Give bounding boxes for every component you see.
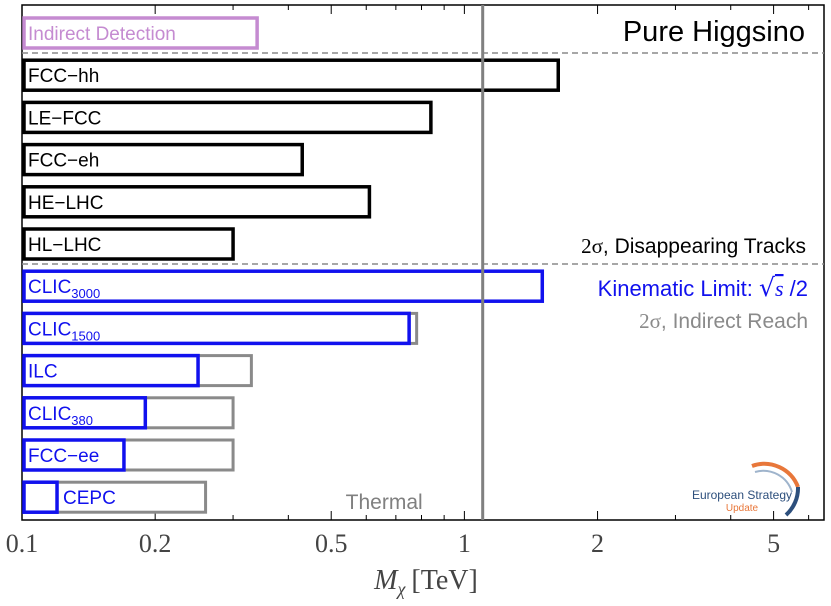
bar-label-main: CEPC [63, 488, 116, 509]
bar-label-main: CLIC [28, 404, 71, 425]
legend-indirect-sigma: 2σ [639, 309, 661, 333]
bar-label: LE−FCC [28, 108, 101, 129]
legend-indirect-reach: 2σ, Indirect Reach [639, 309, 808, 333]
bar-label: CEPC [63, 488, 116, 509]
legend-kinematic-tail: /2 [784, 276, 808, 301]
bar-label: CLIC3000 [28, 277, 100, 301]
bar-reach [22, 58, 560, 92]
x-axis-symbol: M [373, 565, 399, 596]
plot-frame [21, 4, 825, 521]
bar-label: HL−LHC [28, 235, 101, 256]
bar-label: FCC−eh [28, 151, 99, 172]
bar-label: Indirect Detection [28, 24, 176, 45]
x-tick-label: 5 [767, 529, 780, 558]
logo-arc-light [754, 469, 793, 493]
x-axis-subscript: χ [395, 579, 406, 599]
axis-ticks: 0.1 0.2 0.5 1 2 5 [6, 5, 810, 558]
bar-kinematic [22, 480, 59, 514]
bar-indirect-reach [22, 354, 253, 388]
bar-labels: Indirect Detection FCC−hh LE−FCC FCC−eh HE−L… [28, 24, 176, 509]
european-strategy-logo: European Strategy Update [692, 461, 801, 517]
thermal-label: Thermal [346, 491, 423, 514]
bar-label: FCC−hh [28, 66, 99, 87]
bar-label-main: ILC [28, 362, 58, 383]
x-tick-label: 0.1 [6, 529, 39, 558]
bars [22, 16, 560, 514]
logo-line1: European Strategy [692, 488, 792, 502]
bar-reach [22, 142, 304, 177]
legend-disappearing-tracks: 2σ, Disappearing Tracks [581, 234, 806, 258]
bar-label-subscript: 3000 [71, 286, 100, 301]
bar-kinematic [22, 269, 545, 303]
bar-reach [22, 227, 235, 261]
bar-label: CLIC380 [28, 404, 93, 428]
legend-kinematic-s: s [775, 276, 784, 301]
bar-label: CLIC1500 [28, 319, 100, 343]
chart-title: Pure Higgsino [623, 16, 805, 48]
bar-label-main: CLIC [28, 277, 71, 298]
bar-label-subscript: 380 [71, 413, 93, 428]
legend-kinematic-text: Kinematic Limit: [598, 276, 759, 301]
logo-arc-blue [784, 486, 801, 517]
legend-kinematic-root: √ [759, 273, 775, 302]
bar-reach [22, 185, 372, 219]
legend-tracks-text: , Disappearing Tracks [603, 235, 806, 258]
bar-label-subscript: 1500 [71, 328, 100, 343]
legend-tracks-sigma: 2σ [581, 234, 603, 258]
legend-kinematic-limit: Kinematic Limit: √s /2 [598, 273, 808, 302]
bar-label-main: FCC−ee [28, 446, 99, 467]
bar-label: FCC−ee [28, 446, 99, 467]
x-tick-label: 0.5 [315, 529, 348, 558]
bar-label: ILC [28, 362, 58, 383]
bar-reach [22, 100, 433, 135]
x-tick-label: 1 [458, 529, 471, 558]
bar-kinematic [22, 311, 411, 346]
logo-arc-orange [751, 461, 800, 488]
bar-kinematic [22, 396, 148, 430]
logo-line2: Update [726, 503, 759, 514]
x-axis-unit: [TeV] [411, 565, 477, 596]
x-tick-label: 0.2 [139, 529, 172, 558]
bar-kinematic [22, 353, 200, 388]
bar-label: HE−LHC [28, 193, 104, 214]
x-axis-label: Mχ [TeV] [373, 565, 478, 599]
bar-label-main: CLIC [28, 319, 71, 340]
bar-reach [22, 16, 259, 50]
bar-kinematic [22, 438, 126, 472]
legend-indirect-text: , Indirect Reach [661, 310, 808, 333]
x-tick-label: 2 [591, 529, 604, 558]
